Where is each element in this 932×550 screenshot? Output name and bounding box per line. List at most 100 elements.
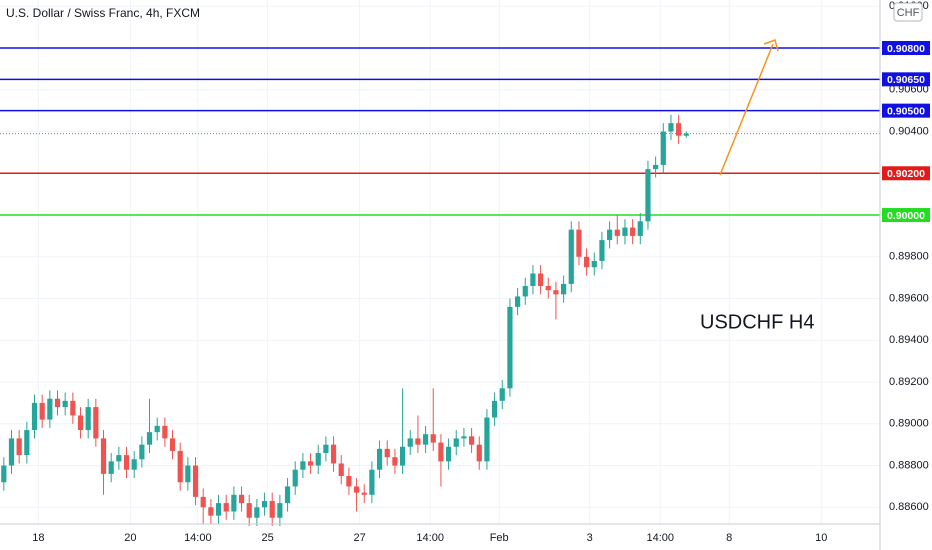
candle-body bbox=[660, 131, 666, 165]
candle-body bbox=[131, 459, 137, 470]
candle-body bbox=[70, 400, 76, 416]
candle-body bbox=[607, 229, 613, 241]
x-tick-label: 14:00 bbox=[646, 532, 674, 544]
candle-body bbox=[85, 407, 91, 431]
candle-body bbox=[499, 388, 505, 401]
candle-body bbox=[116, 455, 122, 462]
candle-body bbox=[54, 398, 61, 408]
candle-body bbox=[177, 450, 183, 483]
y-tick-label: 0.89600 bbox=[889, 292, 929, 304]
level-badge bbox=[882, 72, 930, 87]
level-label: 0.90650 bbox=[887, 74, 925, 86]
candle-body bbox=[100, 438, 107, 474]
candle-body bbox=[538, 273, 544, 287]
candle-body bbox=[31, 402, 38, 431]
candle-body bbox=[261, 501, 268, 508]
candle-body bbox=[108, 461, 114, 474]
level-badge bbox=[882, 103, 930, 118]
candle-body bbox=[468, 436, 475, 445]
candle-body bbox=[361, 492, 367, 495]
y-tick-label: 0.89200 bbox=[889, 376, 929, 388]
candle-body bbox=[445, 446, 452, 462]
candle-body bbox=[630, 227, 636, 236]
candle-body bbox=[591, 260, 597, 268]
candle-body bbox=[422, 434, 429, 445]
level-label: 0.90500 bbox=[887, 105, 925, 117]
candle-body bbox=[507, 306, 513, 389]
candle-body bbox=[208, 507, 214, 516]
candle-body bbox=[484, 417, 490, 462]
y-tick-label: 0.90400 bbox=[889, 125, 929, 137]
currency: CHF bbox=[897, 7, 920, 19]
candle-body bbox=[254, 507, 260, 518]
candle-body bbox=[369, 469, 375, 495]
level-label: 0.90800 bbox=[887, 43, 925, 55]
x-tick-label: 10 bbox=[815, 532, 827, 544]
x-tick-label: 20 bbox=[124, 532, 136, 544]
y-tick-label: 0.90600 bbox=[889, 84, 929, 96]
level-badge bbox=[882, 166, 930, 181]
candle-body bbox=[169, 438, 176, 451]
candle-body bbox=[146, 432, 153, 445]
chart-title: U.S. Dollar / Swiss Franc, 4h, FXCM bbox=[6, 6, 200, 20]
x-tick-label: 8 bbox=[726, 532, 732, 544]
candle-body bbox=[514, 296, 521, 307]
candle-body bbox=[568, 229, 574, 284]
candle-body bbox=[238, 494, 245, 504]
candle-body bbox=[599, 240, 605, 261]
candle-body bbox=[39, 402, 45, 420]
candle-body bbox=[246, 503, 252, 518]
candle-body bbox=[453, 438, 459, 447]
y-tick-label: 0.88600 bbox=[889, 501, 929, 513]
candle-body bbox=[338, 463, 344, 476]
candle-body bbox=[376, 448, 383, 470]
candle-body bbox=[154, 425, 160, 433]
candle-body bbox=[353, 486, 360, 493]
x-tick-label: 14:00 bbox=[416, 532, 444, 544]
level-badge bbox=[882, 208, 930, 223]
candle-body bbox=[1, 465, 7, 483]
annotation: USDCHF H4 bbox=[700, 311, 814, 333]
candles bbox=[1, 114, 689, 527]
candle-body bbox=[292, 469, 298, 487]
candle-body bbox=[576, 229, 582, 257]
candle-body bbox=[622, 227, 628, 236]
y-tick-label: 0.88800 bbox=[889, 459, 929, 471]
candle-body bbox=[645, 169, 651, 222]
candle-body bbox=[415, 438, 421, 445]
candle-body bbox=[215, 503, 222, 516]
candle-body bbox=[185, 465, 191, 483]
candle-body bbox=[407, 438, 413, 447]
candle-body bbox=[123, 455, 130, 470]
candle-body bbox=[277, 503, 283, 518]
arrow-line bbox=[719, 43, 774, 176]
candle-body bbox=[231, 494, 237, 512]
candle-body bbox=[162, 425, 168, 439]
candle-body bbox=[545, 286, 551, 291]
currency-box bbox=[893, 2, 923, 22]
candle-body bbox=[223, 503, 229, 512]
x-tick-label: 14:00 bbox=[184, 532, 212, 544]
candle-body bbox=[323, 444, 329, 454]
candle-body bbox=[139, 444, 145, 460]
candle-body bbox=[438, 442, 444, 462]
x-tick-label: 27 bbox=[354, 532, 366, 544]
candle-body bbox=[93, 407, 99, 439]
candle-body bbox=[307, 461, 314, 466]
candle-body bbox=[16, 438, 22, 456]
x-tick-label: 3 bbox=[587, 532, 593, 544]
candle-body bbox=[330, 444, 337, 464]
level-badge bbox=[882, 41, 930, 56]
candle-body bbox=[653, 164, 659, 170]
candle-body bbox=[392, 457, 398, 466]
candle-body bbox=[430, 434, 436, 443]
candle-body bbox=[384, 448, 390, 458]
candle-body bbox=[47, 398, 53, 420]
candle-body bbox=[300, 461, 306, 470]
candle-body bbox=[491, 400, 498, 418]
candle-body bbox=[676, 123, 682, 136]
candle-body bbox=[284, 486, 291, 504]
candle-body bbox=[269, 501, 275, 518]
